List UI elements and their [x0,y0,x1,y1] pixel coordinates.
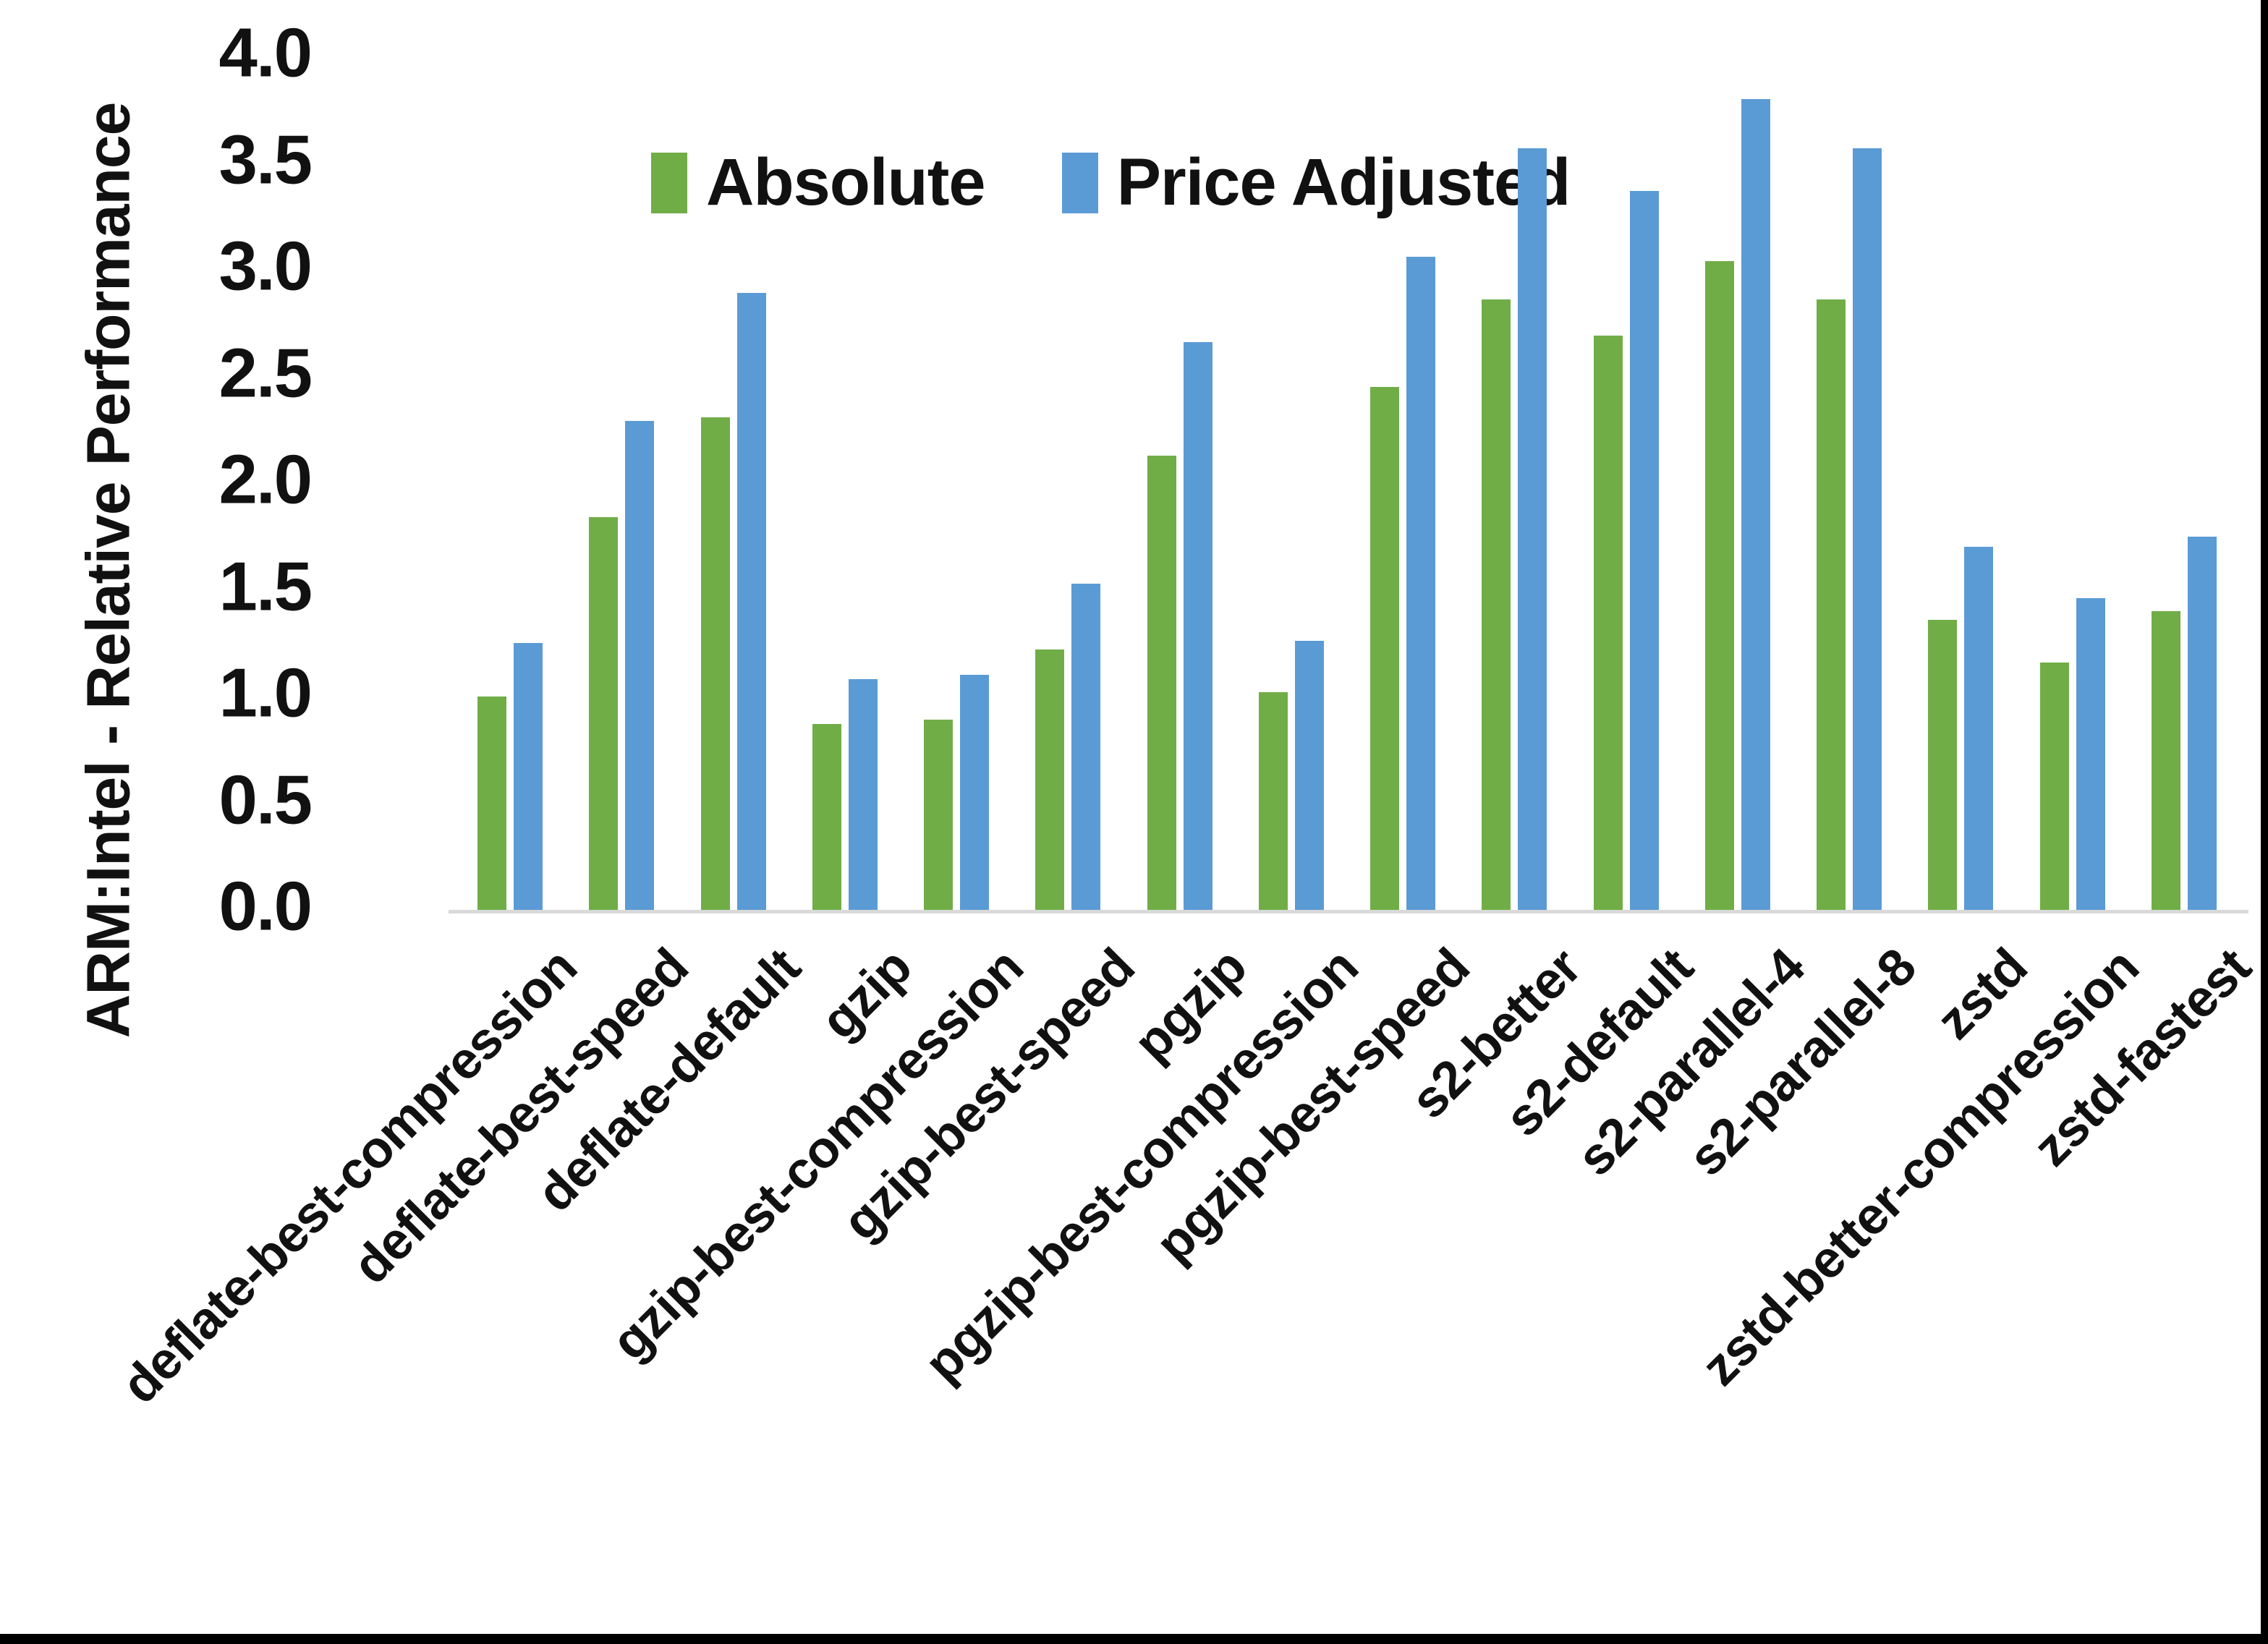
bar-absolute [924,720,953,910]
bar-absolute [1035,649,1064,910]
bar-price-adjusted [625,421,654,910]
bar-price-adjusted [1071,584,1100,910]
legend-label-absolute: Absolute [706,145,986,219]
chart-legend: Absolute Price Adjusted [651,145,1621,221]
bar-absolute [1817,299,1846,910]
bar-price-adjusted [1406,257,1435,910]
legend-label-price-adjusted: Price Adjusted [1116,145,1571,219]
bar-absolute [812,724,841,910]
bar-absolute [1147,456,1176,910]
y-axis-tick-label: 2.0 [218,440,313,519]
bar-price-adjusted [2188,537,2217,910]
bar-absolute [2040,663,2069,910]
bar-absolute [701,417,730,910]
y-axis-tick-label: 3.5 [218,121,313,199]
bar-price-adjusted [1964,547,1993,910]
y-axis-tick-label: 1.0 [218,654,313,732]
bar-price-adjusted [1518,148,1547,910]
y-axis-tick-label: 3.0 [218,227,313,305]
bar-price-adjusted [2076,598,2105,910]
bar-price-adjusted [737,293,766,910]
bar-absolute [1928,620,1957,910]
y-axis-tick-label: 1.5 [218,548,313,626]
bar-absolute [1594,336,1623,910]
bar-absolute [1370,387,1399,910]
bar-absolute [477,697,506,910]
legend-entry-absolute: Absolute [651,145,986,221]
bar-price-adjusted [1295,641,1324,910]
bar-price-adjusted [1741,99,1770,910]
bar-price-adjusted [1630,191,1659,910]
legend-swatch-absolute [651,152,687,213]
bar-absolute [2152,611,2180,910]
y-axis-tick-label: 0.0 [218,867,313,945]
bar-price-adjusted [514,643,543,910]
bar-price-adjusted [1853,148,1882,910]
y-axis-tick-label: 2.5 [218,334,313,412]
x-axis-label: deflate-best-compression [111,937,588,1415]
legend-swatch-price-adjusted [1061,152,1098,213]
y-axis-tick-label: 0.5 [218,761,313,839]
bar-price-adjusted [1184,342,1212,910]
bar-price-adjusted [849,679,878,910]
bar-absolute [1259,692,1288,910]
bar-price-adjusted [960,675,989,910]
legend-entry-price-adjusted: Price Adjusted [1061,145,1571,221]
bar-absolute [589,517,618,910]
x-axis-line [449,910,2248,913]
bar-absolute [1482,299,1511,910]
bar-absolute [1705,261,1734,910]
y-axis-tick-label: 4.0 [218,14,313,92]
